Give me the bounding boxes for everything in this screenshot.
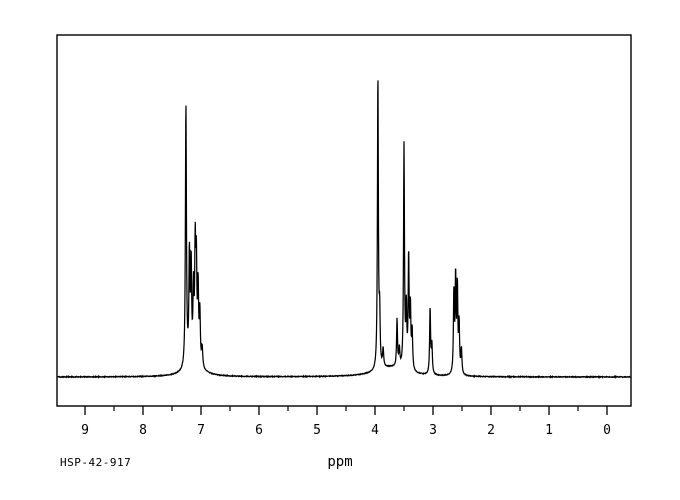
axis-tick-labels: 9 8 7 6 5 4 3 2 1 0 <box>81 423 611 438</box>
axis-tick-label: 2 <box>487 423 495 438</box>
axis-tick-label: 9 <box>81 423 89 438</box>
axis-tick-label: 5 <box>313 423 321 438</box>
axis-tick-label: 7 <box>197 423 205 438</box>
axis-tick-label: 0 <box>603 423 611 438</box>
axis-tick-label: 8 <box>139 423 147 438</box>
plot-frame <box>56 34 632 407</box>
sample-id-label: HSP-42-917 <box>60 456 131 469</box>
nmr-trace <box>56 80 632 380</box>
axis-title-ppm: ppm <box>327 454 352 470</box>
axis-tick-label: 1 <box>545 423 553 438</box>
axis-tick-marks <box>84 406 608 415</box>
axis-tick-label: 6 <box>255 423 263 438</box>
axis-tick-label: 4 <box>371 423 379 438</box>
axis-tick-label: 3 <box>429 423 437 438</box>
